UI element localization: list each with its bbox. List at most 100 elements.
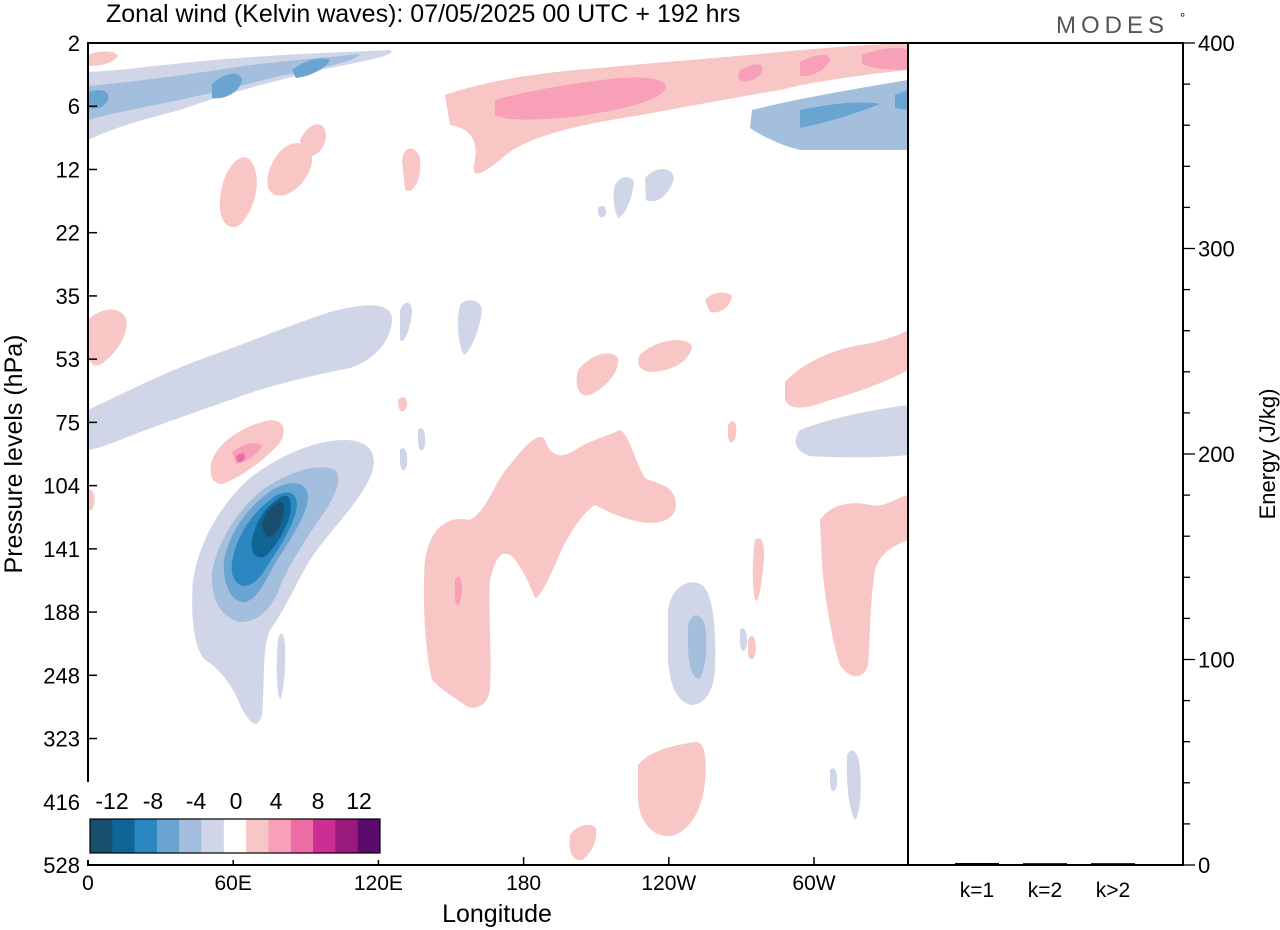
contour-red-weak — [88, 51, 118, 66]
contour-blue-weak — [192, 440, 374, 724]
contour-blue-weak — [400, 302, 412, 341]
contour-red-weak — [728, 421, 737, 443]
contour-red-mid — [738, 64, 763, 82]
contour-red-mid — [800, 54, 830, 77]
chart-title: Zonal wind (Kelvin waves): 07/05/2025 00… — [106, 0, 740, 28]
colorbar-swatch — [156, 819, 180, 853]
colorbar-label: 0 — [230, 788, 243, 814]
energy-tick-label: 300 — [1198, 237, 1235, 262]
contour-blue-weak — [400, 448, 408, 471]
colorbar-swatch — [246, 819, 269, 853]
x-tick-label: 180 — [506, 872, 541, 895]
contour-blue-strong — [292, 58, 330, 78]
colorbar-swatch — [313, 819, 336, 853]
energy-tick-label: 0 — [1198, 853, 1210, 878]
x-tick-label: 0 — [82, 872, 94, 895]
x-tick-label: 60W — [792, 872, 835, 895]
colorbar-swatch — [357, 819, 381, 853]
contour-red-weak — [576, 353, 619, 396]
contour-blue-weak — [740, 628, 748, 652]
contour-red-weak — [445, 43, 908, 174]
colorbar-swatch — [179, 819, 202, 853]
contour-blue-weak — [830, 768, 838, 792]
colorbar-swatch — [90, 819, 113, 853]
energy-bar — [1091, 863, 1135, 865]
contour-red-weak — [88, 309, 127, 366]
energy-bar-label: k>2 — [1096, 879, 1130, 902]
energy-bar-label: k=1 — [960, 879, 994, 902]
contour-blue-strong — [88, 90, 109, 109]
contour-red-weak — [748, 635, 756, 660]
contour-blue-strong — [895, 90, 908, 110]
x-axis: 0 60E 120E 180 120W 60W — [82, 857, 836, 895]
contour-red-strong — [236, 453, 246, 463]
colorbar-swatch — [335, 819, 358, 853]
colorbar-swatch — [112, 819, 135, 853]
colorbar-label: -12 — [95, 788, 128, 814]
contour-red-weak — [267, 143, 312, 196]
colorbar-frame — [89, 818, 381, 854]
contour-blue-weak — [88, 305, 392, 450]
contour-red-weak — [300, 124, 326, 157]
y-tick-label: 104 — [43, 474, 80, 499]
contour-blue-weak — [613, 176, 634, 218]
colorbar-label: 4 — [270, 788, 283, 814]
y-tick-label: 6 — [68, 94, 80, 119]
contour-blue-weak — [795, 405, 908, 458]
contour-blue-weak — [457, 300, 482, 355]
y-tick-label: 248 — [43, 663, 80, 688]
contour-red-weak — [752, 538, 765, 601]
contour-red-weak — [569, 824, 597, 861]
x-tick-label: 120W — [641, 872, 696, 895]
x-tick-label: 60E — [215, 872, 252, 895]
energy-tick-label: 200 — [1198, 442, 1235, 467]
contour-blue-mid — [688, 615, 707, 679]
energy-axis: 0 100 200 300 400 — [1183, 31, 1235, 878]
y-tick-label: 188 — [43, 600, 80, 625]
contour-red-weak — [219, 157, 257, 228]
contour-red-mid — [455, 576, 462, 605]
contour-blue-strong — [212, 73, 242, 99]
y-tick-label: 141 — [43, 537, 80, 562]
energy-axis-label: Energy (J/kg) — [1255, 389, 1280, 520]
colorbar-label: -4 — [186, 788, 207, 814]
energy-bar-label: k=2 — [1028, 879, 1062, 902]
energy-bar — [955, 862, 999, 865]
contour-red-weak — [705, 292, 732, 313]
contour-blue-darkest — [262, 502, 285, 537]
y-tick-label: 323 — [43, 727, 80, 752]
energy-panel-frame — [907, 42, 1184, 866]
contour-red-weak — [638, 741, 706, 837]
modes-logo-mark: ° — [1180, 10, 1185, 25]
colorbar-label: 8 — [312, 788, 325, 814]
colorbar-swatch — [223, 819, 247, 853]
y-tick-label: 12 — [56, 157, 80, 182]
contour-blue-strong — [800, 102, 880, 128]
colorbar-swatch — [268, 819, 292, 853]
contour-blue-weak — [88, 50, 392, 140]
contour-blue-weak — [418, 428, 426, 451]
colorbar-legend: -12 -8 -4 0 4 8 12 — [86, 782, 386, 860]
energy-bar — [1023, 863, 1067, 865]
colorbar-swatch — [290, 819, 314, 853]
colorbar-swatch — [134, 819, 158, 853]
modes-logo: MODES — [1056, 12, 1169, 39]
contour-blue-weak — [846, 750, 861, 820]
y-axis-label: Pressure levels (hPa) — [0, 335, 28, 574]
energy-tick-label: 100 — [1198, 648, 1235, 673]
contour-red-weak — [398, 397, 408, 412]
y-tick-label: 22 — [56, 221, 80, 246]
y-tick-label: 528 — [43, 853, 80, 878]
contour-red-weak — [402, 148, 421, 191]
colorbar-swatch — [201, 819, 225, 853]
colorbar-label: -8 — [143, 788, 163, 814]
contour-red-mid — [862, 47, 908, 70]
contour-red-mid — [495, 77, 666, 120]
energy-tick-label: 400 — [1198, 31, 1235, 56]
contour-blue-weak — [597, 206, 607, 218]
y-tick-label: 75 — [56, 410, 80, 435]
contour-red-weak — [423, 430, 676, 708]
y-tick-label: 2 — [68, 31, 80, 56]
x-axis-label: Longitude — [442, 900, 552, 928]
